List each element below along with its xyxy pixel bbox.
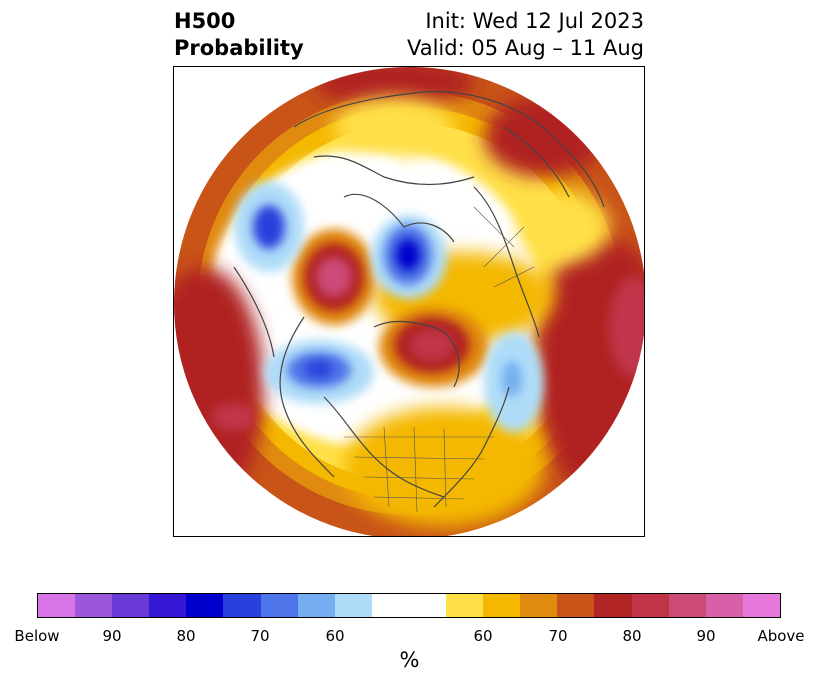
colorbar-segment	[38, 594, 76, 617]
colorbar-tick-label: 90	[696, 627, 716, 645]
east-above-core	[609, 277, 644, 377]
southwest-below-core	[305, 360, 333, 378]
colorbar-tick-label: 70	[250, 627, 270, 645]
colorbar-unit-label: %	[399, 648, 420, 672]
colorbar-tick-label: 90	[102, 627, 122, 645]
colorbar-segment	[334, 594, 372, 617]
colorbar-tick-label: Below	[14, 627, 60, 645]
valid-range: Valid: 05 Aug – 11 Aug	[406, 36, 644, 60]
colorbar-tick-label: 80	[622, 627, 642, 645]
colorbar-segment	[520, 594, 558, 617]
colorbar-segment	[297, 594, 335, 617]
colorbar	[37, 593, 781, 618]
north-below-core	[396, 239, 420, 271]
chart-title-left: H500 Probability	[174, 8, 304, 62]
polar-neutral-patch	[344, 157, 404, 197]
colorbar-segment	[371, 594, 409, 617]
west-above-core	[212, 403, 256, 431]
colorbar-segment	[483, 594, 521, 617]
probability-field	[174, 67, 644, 536]
west-above-anomaly	[174, 267, 264, 507]
polar-map-svg	[174, 67, 644, 536]
colorbar-segment	[557, 594, 595, 617]
colorbar-segment	[186, 594, 224, 617]
colorbar-segment	[223, 594, 261, 617]
colorbar-segment	[668, 594, 706, 617]
north-yellow-patch	[334, 97, 454, 157]
colorbar-tick-label: 70	[548, 627, 568, 645]
colorbar-segment	[408, 594, 447, 617]
colorbar-ticks: Below 90 80 70 60 60 70 80 90 Above	[0, 627, 819, 647]
chart-title-right: Init: Wed 12 Jul 2023 Valid: 05 Aug – 11…	[407, 8, 644, 62]
title-field: H500	[174, 9, 236, 33]
colorbar-segment	[742, 594, 780, 617]
colorbar-tick-label: 60	[473, 627, 493, 645]
title-metric: Probability	[174, 36, 304, 60]
colorbar-segment	[446, 594, 484, 617]
colorbar-segment	[260, 594, 298, 617]
political-borders	[344, 206, 535, 513]
colorbar-tick-label: 80	[176, 627, 196, 645]
colorbar-segment	[594, 594, 632, 617]
northwest-below-core	[253, 205, 285, 249]
colorbar-segment	[631, 594, 669, 617]
colorbar-segment	[75, 594, 113, 617]
east-below-core	[502, 361, 522, 397]
colorbar-segment	[705, 594, 743, 617]
coastlines	[233, 91, 605, 508]
polar-map	[173, 66, 645, 537]
init-date: Init: Wed 12 Jul 2023	[425, 9, 644, 33]
center-east-core	[410, 329, 454, 361]
colorbar-segment	[149, 594, 187, 617]
colorbar-segment	[112, 594, 150, 617]
east-yellow-patch	[519, 192, 609, 262]
colorbar-tick-label: Above	[757, 627, 805, 645]
center-west-core	[316, 257, 352, 297]
colorbar-tick-label: 60	[325, 627, 345, 645]
